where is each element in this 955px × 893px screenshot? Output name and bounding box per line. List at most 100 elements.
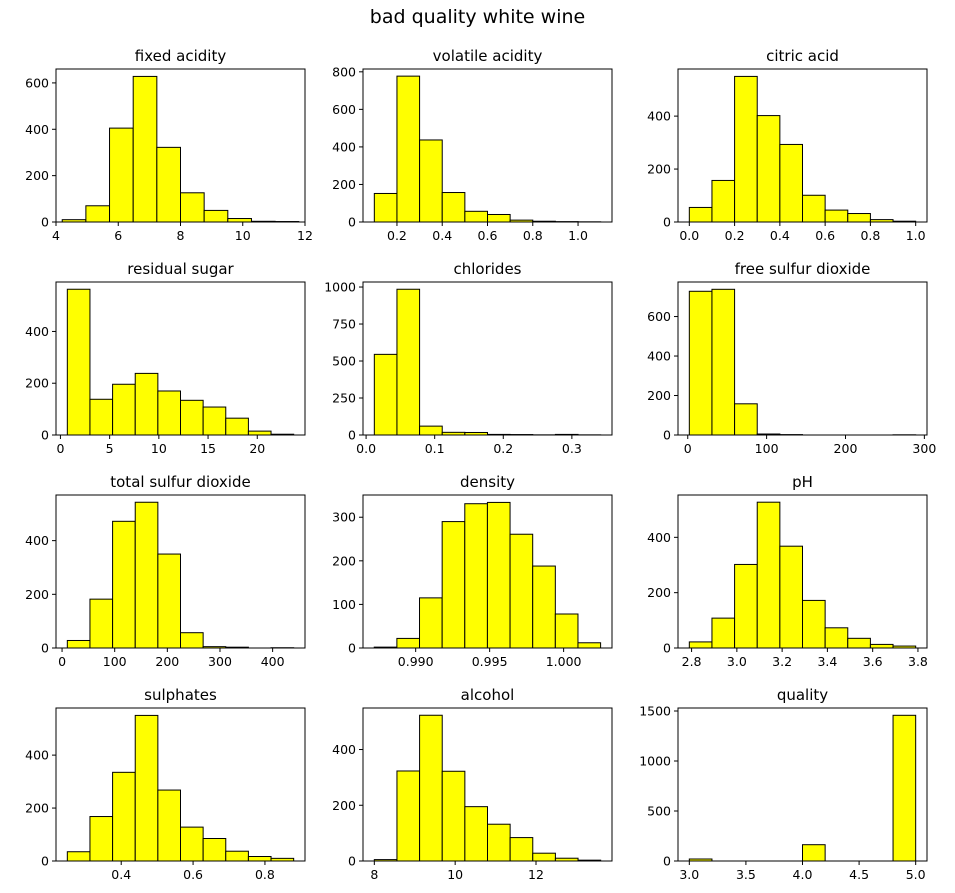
x-tick-label: 0.990 bbox=[398, 654, 434, 669]
y-tick-label: 400 bbox=[647, 349, 671, 364]
histogram-bar bbox=[89, 598, 114, 649]
x-tick-label: 0.6 bbox=[183, 867, 203, 882]
histogram-bar bbox=[487, 823, 511, 862]
x-tick-label: 12 bbox=[297, 228, 313, 243]
x-tick-label: 4.0 bbox=[793, 867, 813, 882]
histogram-bar bbox=[756, 501, 781, 649]
y-tick-label: 500 bbox=[647, 804, 671, 819]
histogram-bar bbox=[532, 565, 556, 649]
histogram-bar bbox=[134, 372, 159, 436]
histogram-bar bbox=[180, 826, 204, 862]
y-tick-label: 400 bbox=[332, 742, 356, 757]
histogram-bar bbox=[373, 192, 398, 223]
x-tick-label: 0.4 bbox=[432, 228, 452, 243]
histogram-bar bbox=[66, 288, 91, 436]
histogram-bar bbox=[486, 501, 511, 649]
subplot-density: density 0.990 0.995 1.000 0 100 200 300 bbox=[332, 473, 613, 669]
x-tick-label: 20 bbox=[249, 441, 265, 456]
subplot-chlorides: chlorides 0.0 0.1 0.2 0.3 0 250 500 750 1000 bbox=[324, 260, 613, 456]
x-tick-label: 4 bbox=[52, 228, 60, 243]
y-tick-label: 600 bbox=[25, 75, 49, 90]
histogram-bar bbox=[532, 852, 556, 862]
histogram-bar bbox=[202, 838, 227, 862]
y-tick-label: 400 bbox=[25, 533, 49, 548]
figure-title: bad quality white wine bbox=[369, 6, 586, 28]
x-tick-label: 0.8 bbox=[523, 228, 543, 243]
histogram-bar bbox=[779, 143, 804, 223]
y-tick-label: 200 bbox=[25, 168, 49, 183]
histogram-bar bbox=[112, 520, 136, 649]
histogram-bar bbox=[134, 714, 159, 862]
y-tick-label: 200 bbox=[332, 177, 356, 192]
x-tick-label: 0.6 bbox=[478, 228, 498, 243]
histogram-bar bbox=[441, 521, 466, 649]
y-tick-label: 200 bbox=[25, 587, 49, 602]
y-tick-label: 0 bbox=[663, 641, 671, 656]
histogram-bar bbox=[734, 75, 758, 223]
axes-frame bbox=[677, 494, 928, 649]
subplot-free-sulfur-dioxide: free sulfur dioxide 0 100 200 300 0 200 400 600 bbox=[647, 260, 936, 456]
histogram-bar bbox=[824, 627, 849, 649]
y-tick-label: 600 bbox=[332, 102, 356, 117]
histogram-bar bbox=[487, 213, 511, 223]
axes-frame bbox=[55, 707, 306, 862]
x-tick-label: 0.8 bbox=[255, 867, 275, 882]
x-tick-label: 2.8 bbox=[682, 654, 702, 669]
histogram-bar bbox=[132, 75, 158, 223]
y-tick-label: 0 bbox=[348, 215, 356, 230]
histogram-bar bbox=[156, 146, 182, 223]
histogram-bar bbox=[373, 353, 398, 436]
histogram-bar bbox=[419, 139, 443, 223]
histogram-bar bbox=[203, 209, 229, 223]
histogram-bar bbox=[419, 425, 443, 436]
histogram-bar bbox=[419, 597, 443, 649]
histogram-bar bbox=[396, 75, 421, 223]
subplot-title: residual sugar bbox=[127, 260, 234, 278]
histogram-bar bbox=[802, 599, 826, 649]
subplot-volatile-acidity: volatile acidity 0.2 0.4 0.6 0.8 1.0 0 200 400 60… bbox=[332, 47, 613, 243]
histogram-bar bbox=[225, 417, 249, 436]
subplot-title: alcohol bbox=[461, 686, 515, 704]
x-tick-label: 0.995 bbox=[472, 654, 508, 669]
histogram-bar bbox=[66, 639, 91, 649]
subplot-title: volatile acidity bbox=[433, 47, 543, 65]
histogram-bar bbox=[180, 632, 204, 649]
axes-frame bbox=[362, 281, 613, 436]
histogram-bar bbox=[464, 806, 489, 862]
subplot-title: free sulfur dioxide bbox=[735, 260, 871, 278]
y-tick-label: 400 bbox=[25, 122, 49, 137]
histogram-bar bbox=[157, 553, 181, 649]
x-tick-label: 200 bbox=[155, 654, 179, 669]
x-tick-label: 5.0 bbox=[906, 867, 926, 882]
y-tick-label: 0 bbox=[663, 428, 671, 443]
histogram-bar bbox=[247, 856, 272, 862]
y-tick-label: 200 bbox=[332, 553, 356, 568]
subplot-title: pH bbox=[792, 473, 813, 491]
histogram-bar bbox=[396, 637, 421, 649]
histogram-bar bbox=[419, 714, 443, 862]
x-tick-label: 3.6 bbox=[863, 654, 883, 669]
axes-frame bbox=[55, 281, 306, 436]
x-tick-label: 100 bbox=[755, 441, 779, 456]
x-tick-label: 3.2 bbox=[772, 654, 792, 669]
histogram-bar bbox=[180, 399, 204, 436]
subplot-total-sulfur-dioxide: total sulfur dioxide 0 100 200 300 400 0 200 400 bbox=[25, 473, 306, 669]
axes-frame bbox=[677, 68, 928, 223]
x-tick-label: 0.8 bbox=[860, 228, 880, 243]
histogram-bar bbox=[89, 398, 114, 436]
y-tick-label: 1000 bbox=[324, 280, 356, 295]
histogram-bar bbox=[779, 545, 804, 649]
y-tick-label: 1500 bbox=[639, 704, 671, 719]
histogram-bar bbox=[180, 192, 205, 223]
y-tick-label: 800 bbox=[332, 64, 356, 79]
y-tick-label: 0 bbox=[348, 641, 356, 656]
histogram-bar bbox=[202, 406, 227, 436]
histogram-bar bbox=[66, 851, 91, 862]
histogram-bar bbox=[824, 209, 849, 223]
histogram-bar bbox=[734, 403, 758, 436]
x-tick-label: 6 bbox=[114, 228, 122, 243]
y-tick-label: 200 bbox=[647, 388, 671, 403]
y-tick-label: 400 bbox=[647, 109, 671, 124]
